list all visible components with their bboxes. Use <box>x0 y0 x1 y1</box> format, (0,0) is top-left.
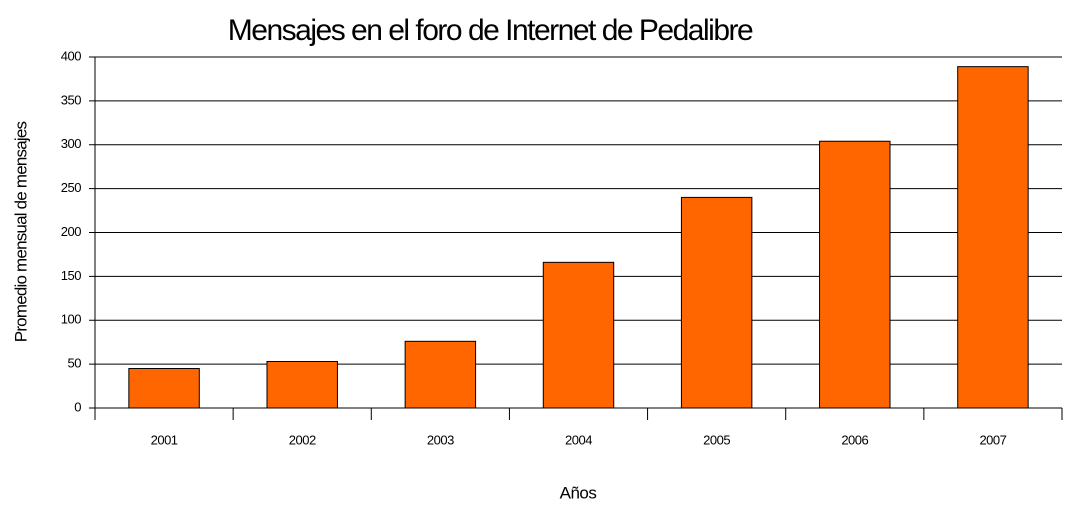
x-tick-label: 2003 <box>427 432 454 447</box>
bar <box>680 196 753 409</box>
y-tick-label: 50 <box>68 356 82 371</box>
x-tick-label: 2006 <box>841 432 868 447</box>
bar <box>266 360 338 409</box>
x-tick-label: 2005 <box>703 432 730 447</box>
y-tick-label: 400 <box>61 48 81 63</box>
y-tick-label: 300 <box>61 136 81 151</box>
y-axis-label: Promedio mensual de mensajes <box>11 121 30 342</box>
x-tick-label: 2007 <box>979 432 1006 447</box>
y-tick-label: 350 <box>61 92 81 107</box>
x-axis-label: Años <box>560 483 597 502</box>
bar <box>404 340 477 409</box>
chart-title: Mensajes en el foro de Internet de Pedal… <box>228 14 753 47</box>
y-tick-label: 150 <box>61 268 81 283</box>
y-tick-label: 250 <box>61 180 81 195</box>
x-tick-label: 2001 <box>151 432 178 447</box>
y-tick-label: 0 <box>74 399 81 414</box>
y-tick-label: 200 <box>61 224 81 239</box>
bar <box>957 66 1029 409</box>
y-tick-label: 100 <box>61 312 81 327</box>
bar <box>819 140 891 409</box>
bar <box>128 368 200 409</box>
bar <box>542 261 615 409</box>
x-tick-label: 2004 <box>565 432 592 447</box>
x-tick-label: 2002 <box>289 432 316 447</box>
